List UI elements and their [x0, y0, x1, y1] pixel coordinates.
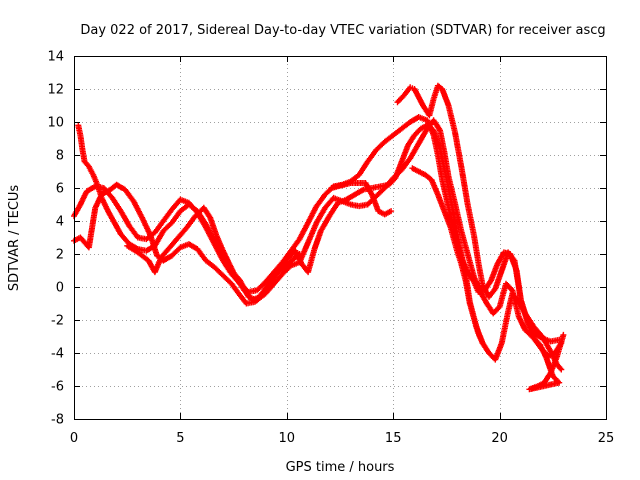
- x-tick-labels: 0 5 10 15 20 25: [70, 431, 614, 446]
- y-tick-label: -4: [51, 347, 64, 362]
- y-axis-title: SDTVAR / TECUs: [7, 185, 22, 292]
- y-tick-label: -2: [51, 314, 64, 329]
- y-tick-label: -8: [51, 413, 64, 428]
- x-tick-label: 0: [70, 431, 78, 446]
- plot-frame: [74, 56, 607, 420]
- series-markers: [409, 165, 486, 347]
- x-tick-label: 25: [598, 431, 615, 446]
- x-tick-label: 5: [176, 431, 184, 446]
- y-tick-label: 8: [56, 149, 64, 164]
- x-tick-label: 15: [385, 431, 402, 446]
- y-tick-label: 0: [56, 281, 64, 296]
- series-track-5: [409, 165, 486, 347]
- y-tick-label: 4: [56, 215, 64, 230]
- x-tick-label: 20: [491, 431, 508, 446]
- y-tick-label: 6: [56, 182, 64, 197]
- x-axis-title: GPS time / hours: [286, 460, 395, 475]
- series-markers: [124, 82, 567, 393]
- y-tick-label: -6: [51, 380, 64, 395]
- y-tick-label: 10: [47, 116, 64, 131]
- x-tick-label: 10: [279, 431, 296, 446]
- y-tick-label: 2: [56, 248, 64, 263]
- axis-ticks: [74, 56, 607, 420]
- y-tick-label: 12: [47, 83, 64, 98]
- chart-title: Day 022 of 2017, Sidereal Day-to-day VTE…: [80, 23, 605, 38]
- y-tick-labels: -8 -6 -4 -2 0 2 4 6 8 10 12 14: [47, 50, 64, 428]
- series-track-4: [124, 82, 567, 393]
- plot-series: [71, 82, 567, 393]
- y-tick-label: 14: [47, 50, 64, 65]
